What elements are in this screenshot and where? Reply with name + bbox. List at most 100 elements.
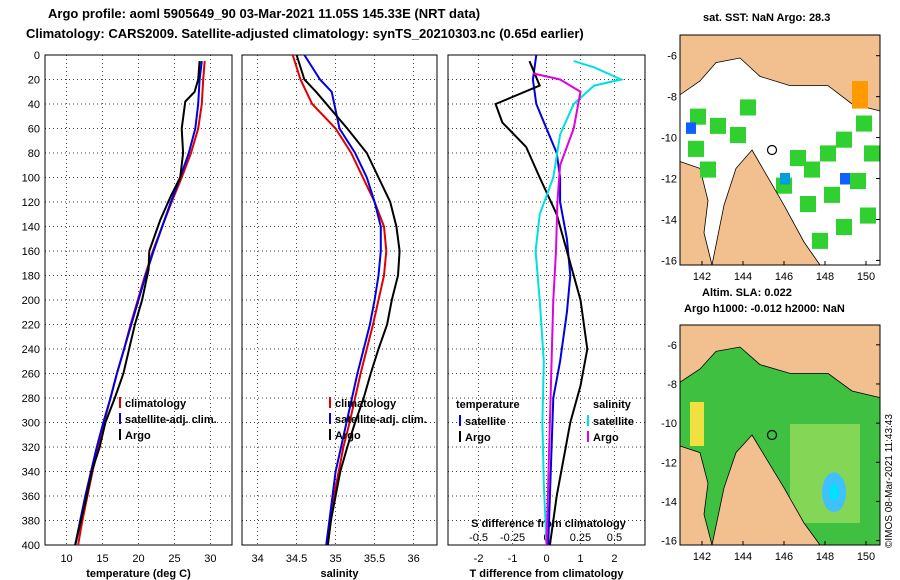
x2-tick-label: -0.25 <box>500 532 525 544</box>
x2-tick-label: 0.25 <box>570 532 591 544</box>
x-axis-label: salinity <box>321 568 360 580</box>
x-tick-label: 15 <box>96 553 108 565</box>
map-y-tick-label: -6 <box>667 340 677 352</box>
x-tick-label: -2 <box>474 553 484 565</box>
legend-entry: climatology <box>125 398 187 410</box>
series-line-s-satellite <box>534 60 625 546</box>
sst-pixel <box>804 161 820 178</box>
map-y-tick-label: -14 <box>661 496 677 508</box>
sst-pixel <box>864 145 880 162</box>
x-tick-label: 1 <box>577 553 583 565</box>
sst-pixel <box>836 131 852 148</box>
y-tick-label: 340 <box>22 467 40 479</box>
legend-entry: satellite-adj. clim. <box>125 414 217 426</box>
y-tick-label: 100 <box>22 173 40 185</box>
legend-title-temperature: temperature <box>456 399 520 411</box>
sst-pixel <box>856 115 872 132</box>
map-x-tick-label: 146 <box>775 551 793 563</box>
map-x-tick-label: 150 <box>857 271 875 283</box>
sla-low-eddy-core <box>829 483 839 502</box>
sst-pixel <box>800 196 816 213</box>
legend-entry: satellite <box>465 416 506 428</box>
sla-high-region <box>790 424 860 523</box>
map-x-tick-label: 148 <box>816 271 834 283</box>
y-tick-label: 260 <box>22 369 40 381</box>
y-tick-label: 360 <box>22 491 40 503</box>
map-y-tick-label: -12 <box>661 174 677 186</box>
series-line-satellite-adj-clim- <box>74 60 203 546</box>
y-tick-label: 180 <box>22 271 40 283</box>
sst-pixel <box>700 161 716 178</box>
map-x-tick-label: 148 <box>816 551 834 563</box>
map-y-tick-label: -8 <box>667 92 677 104</box>
legend-entry: satellite-adj. clim. <box>335 414 427 426</box>
map-y-tick-label: -12 <box>661 457 677 469</box>
map-x-tick-label: 142 <box>693 551 711 563</box>
x-tick-label: 20 <box>132 553 144 565</box>
map-1-title: sat. SST: NaN Argo: 28.3 <box>703 12 831 24</box>
sst-pixel-cool <box>840 173 850 185</box>
map-x-tick-label: 144 <box>734 271 752 283</box>
y-tick-label: 20 <box>28 75 40 87</box>
map-x-tick-label: 150 <box>857 551 875 563</box>
sst-pixel <box>690 108 706 125</box>
y-tick-label: 80 <box>28 148 40 160</box>
sst-pixel <box>730 127 746 144</box>
y-tick-label: 120 <box>22 197 40 209</box>
sst-pixel <box>820 145 836 162</box>
legend-entry: satellite <box>593 416 634 428</box>
legend-entry: Argo <box>465 432 491 444</box>
sst-pixel <box>860 207 876 224</box>
y-tick-label: 380 <box>22 516 40 528</box>
x-axis-label: temperature (deg C) <box>86 568 191 580</box>
x-tick-label: 30 <box>204 553 216 565</box>
map-y-tick-label: -10 <box>661 133 677 145</box>
x-tick-label: 10 <box>60 553 72 565</box>
y-tick-label: 280 <box>22 393 40 405</box>
series-line-s-argo <box>532 72 582 546</box>
x-tick-label: 35.5 <box>364 553 385 565</box>
sst-pixel-cool <box>686 122 696 134</box>
series-line-t-argo <box>494 60 589 546</box>
y-tick-label: 200 <box>22 295 40 307</box>
map-x-tick-label: 146 <box>775 271 793 283</box>
sst-pixel-cool <box>780 173 790 185</box>
map-y-tick-label: -8 <box>667 379 677 391</box>
map-y-tick-label: -16 <box>661 536 677 548</box>
legend-entry: Argo <box>335 430 361 442</box>
map-y-tick-label: -14 <box>661 214 677 226</box>
legend-entry: Argo <box>125 430 151 442</box>
map-2-title: Argo h1000: -0.012 h2000: NaN <box>684 303 845 315</box>
sst-pixel <box>790 150 806 167</box>
x-tick-label: 34 <box>251 553 263 565</box>
legend-title-salinity: salinity <box>593 399 632 411</box>
series-line-climatology <box>291 54 388 546</box>
title-line-1: Argo profile: aoml 5905649_90 03-Mar-202… <box>48 6 481 21</box>
map-y-tick-label: -16 <box>661 255 677 267</box>
map-1-footer: Altim. SLA: 0.022 <box>702 287 792 299</box>
y-tick-label: 400 <box>22 540 40 552</box>
x-tick-label: 34.5 <box>286 553 307 565</box>
y-tick-label: 40 <box>28 99 40 111</box>
y-tick-label: 240 <box>22 344 40 356</box>
y-tick-label: 60 <box>28 124 40 136</box>
sst-pixel <box>812 232 828 249</box>
sst-pixel <box>824 186 840 203</box>
x-axis-label: T difference from climatology <box>469 568 624 580</box>
x-tick-label: 0 <box>543 553 549 565</box>
map-frame <box>679 324 881 546</box>
argo-float-marker <box>766 429 778 441</box>
x-tick-label: 35 <box>329 553 341 565</box>
sst-pixel <box>836 219 852 236</box>
map-x-tick-label: 142 <box>693 271 711 283</box>
sst-pixel <box>688 140 704 157</box>
y-tick-label: 0 <box>34 50 40 62</box>
sst-pixel-warm <box>852 81 868 109</box>
x-tick-label: -1 <box>508 553 518 565</box>
sla-high-patch <box>690 402 704 446</box>
y-tick-label: 320 <box>22 442 40 454</box>
y-tick-label: 300 <box>22 418 40 430</box>
x-tick-label: 25 <box>168 553 180 565</box>
